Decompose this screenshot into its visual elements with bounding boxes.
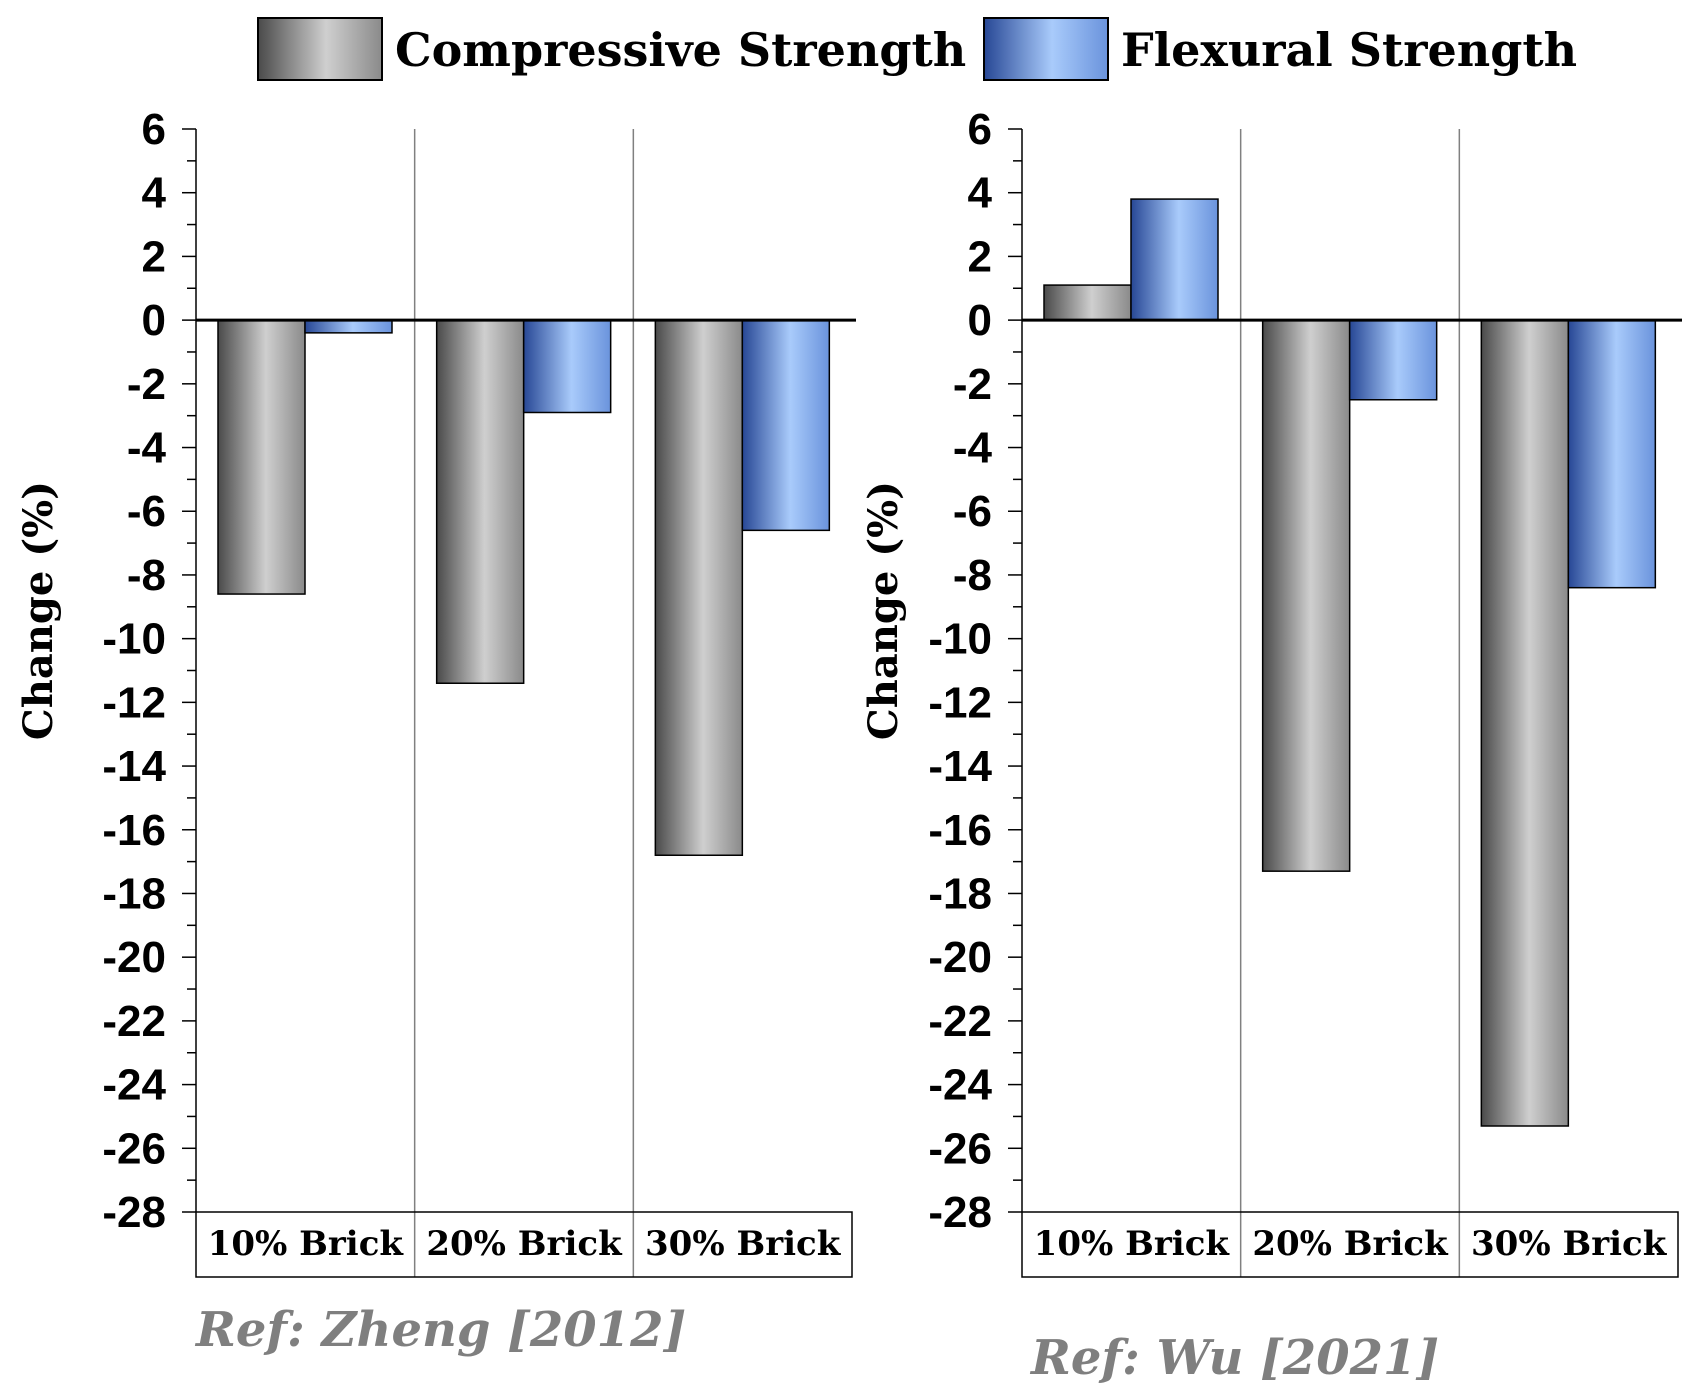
y-tick-label: -20 bbox=[102, 933, 166, 982]
y-axis-title: Change (%) bbox=[860, 481, 907, 740]
y-tick-label: -12 bbox=[102, 678, 166, 727]
bar-compressive bbox=[1261, 319, 1351, 872]
y-tick-label: -20 bbox=[928, 933, 992, 982]
category-label-box bbox=[195, 1211, 853, 1278]
bar-flexural bbox=[1130, 198, 1219, 321]
y-tick-label: -8 bbox=[127, 551, 166, 600]
y-axis-title: Change (%) bbox=[15, 481, 62, 740]
bar-flexural bbox=[741, 319, 831, 532]
y-tick-label: -18 bbox=[102, 869, 166, 918]
legend-item-flexural: Flexural Strength bbox=[983, 17, 1577, 81]
y-tick-label: -14 bbox=[102, 742, 166, 791]
category-label: 20% Brick bbox=[426, 1224, 623, 1264]
bar-flexural bbox=[522, 319, 612, 414]
y-tick-label: -2 bbox=[953, 360, 992, 409]
y-tick-label: -26 bbox=[928, 1124, 992, 1173]
y-tick-label: -8 bbox=[953, 551, 992, 600]
reference-label: Ref: Zheng [2012] bbox=[194, 1302, 686, 1358]
y-tick-label: 0 bbox=[142, 296, 166, 345]
bar-flexural bbox=[1567, 319, 1657, 589]
y-tick-label: -24 bbox=[928, 1061, 992, 1110]
category-label: 30% Brick bbox=[1471, 1224, 1668, 1264]
bar-compressive bbox=[1480, 319, 1570, 1127]
y-tick-label: -28 bbox=[102, 1188, 166, 1237]
y-tick-label: 4 bbox=[968, 169, 993, 218]
y-tick-label: -10 bbox=[928, 615, 992, 664]
category-label-box bbox=[1021, 1211, 1679, 1278]
legend-label-compressive: Compressive Strength bbox=[395, 23, 966, 77]
y-tick-label: -22 bbox=[102, 997, 166, 1046]
bar-compressive bbox=[217, 319, 306, 595]
y-tick-label: -14 bbox=[928, 742, 992, 791]
category-label: 20% Brick bbox=[1252, 1224, 1449, 1264]
reference-label: Ref: Wu [2021] bbox=[1029, 1330, 1439, 1386]
category-label: 10% Brick bbox=[1034, 1224, 1231, 1264]
y-tick-label: 4 bbox=[142, 169, 167, 218]
chart-wu-2021: -28-26-24-22-20-18-16-14-12-10-8-6-4-202… bbox=[860, 105, 1682, 1386]
legend-label-flexural: Flexural Strength bbox=[1121, 23, 1577, 77]
y-tick-label: -4 bbox=[127, 424, 167, 473]
bar-flexural bbox=[304, 319, 393, 334]
legend-swatch-compressive bbox=[257, 17, 383, 81]
y-tick-label: -12 bbox=[928, 678, 992, 727]
y-tick-label: -18 bbox=[928, 869, 992, 918]
legend-item-compressive: Compressive Strength bbox=[257, 17, 966, 81]
y-tick-label: -26 bbox=[102, 1124, 166, 1173]
y-tick-label: -24 bbox=[102, 1061, 166, 1110]
chart-zheng-2012: -28-26-24-22-20-18-16-14-12-10-8-6-4-202… bbox=[15, 105, 856, 1358]
y-tick-label: -6 bbox=[953, 487, 992, 536]
y-tick-label: 2 bbox=[142, 232, 166, 281]
y-tick-label: 6 bbox=[968, 105, 992, 154]
y-tick-label: -16 bbox=[102, 806, 166, 855]
category-label: 10% Brick bbox=[208, 1224, 405, 1264]
y-tick-label: -10 bbox=[102, 615, 166, 664]
y-tick-label: -22 bbox=[928, 997, 992, 1046]
y-tick-label: -2 bbox=[127, 360, 166, 409]
category-label: 30% Brick bbox=[645, 1224, 842, 1264]
y-tick-label: 2 bbox=[968, 232, 992, 281]
y-tick-label: -16 bbox=[928, 806, 992, 855]
bar-compressive bbox=[1043, 284, 1132, 321]
y-tick-label: -4 bbox=[953, 424, 993, 473]
bar-flexural bbox=[1348, 319, 1438, 401]
y-tick-label: 6 bbox=[142, 105, 166, 154]
legend: Compressive Strength Flexural Strength bbox=[257, 17, 1577, 81]
y-tick-label: 0 bbox=[968, 296, 992, 345]
legend-swatch-flexural bbox=[983, 17, 1109, 81]
bar-compressive bbox=[654, 319, 744, 856]
y-tick-label: -6 bbox=[127, 487, 166, 536]
bar-compressive bbox=[435, 319, 525, 684]
y-tick-label: -28 bbox=[928, 1188, 992, 1237]
